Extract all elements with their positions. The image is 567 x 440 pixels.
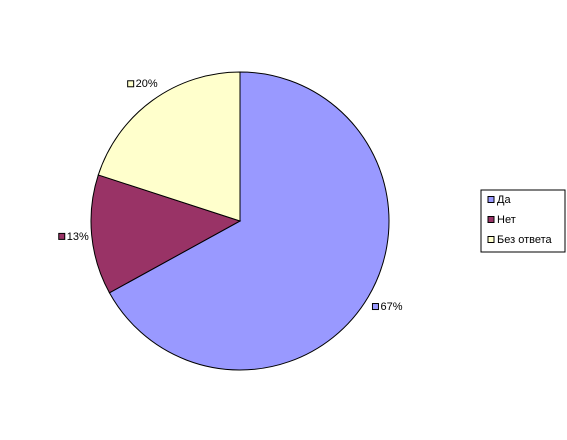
- legend-swatch: [487, 236, 495, 243]
- pie-slice: [90, 174, 242, 294]
- legend-label: Нет: [497, 214, 516, 226]
- pie-slice: [108, 71, 390, 371]
- label-swatch: [127, 80, 135, 88]
- legend-swatch: [487, 216, 495, 223]
- label-swatch: [58, 232, 66, 240]
- legend-box: [480, 189, 566, 253]
- legend-label: Да: [497, 194, 511, 206]
- label-swatch: [371, 303, 379, 311]
- data-label: 67%: [380, 301, 402, 313]
- legend-label: Без ответа: [497, 234, 552, 246]
- data-label: 13%: [67, 231, 89, 243]
- pie-slice: [97, 71, 241, 222]
- legend-swatch: [487, 196, 495, 203]
- data-label: 20%: [136, 78, 158, 90]
